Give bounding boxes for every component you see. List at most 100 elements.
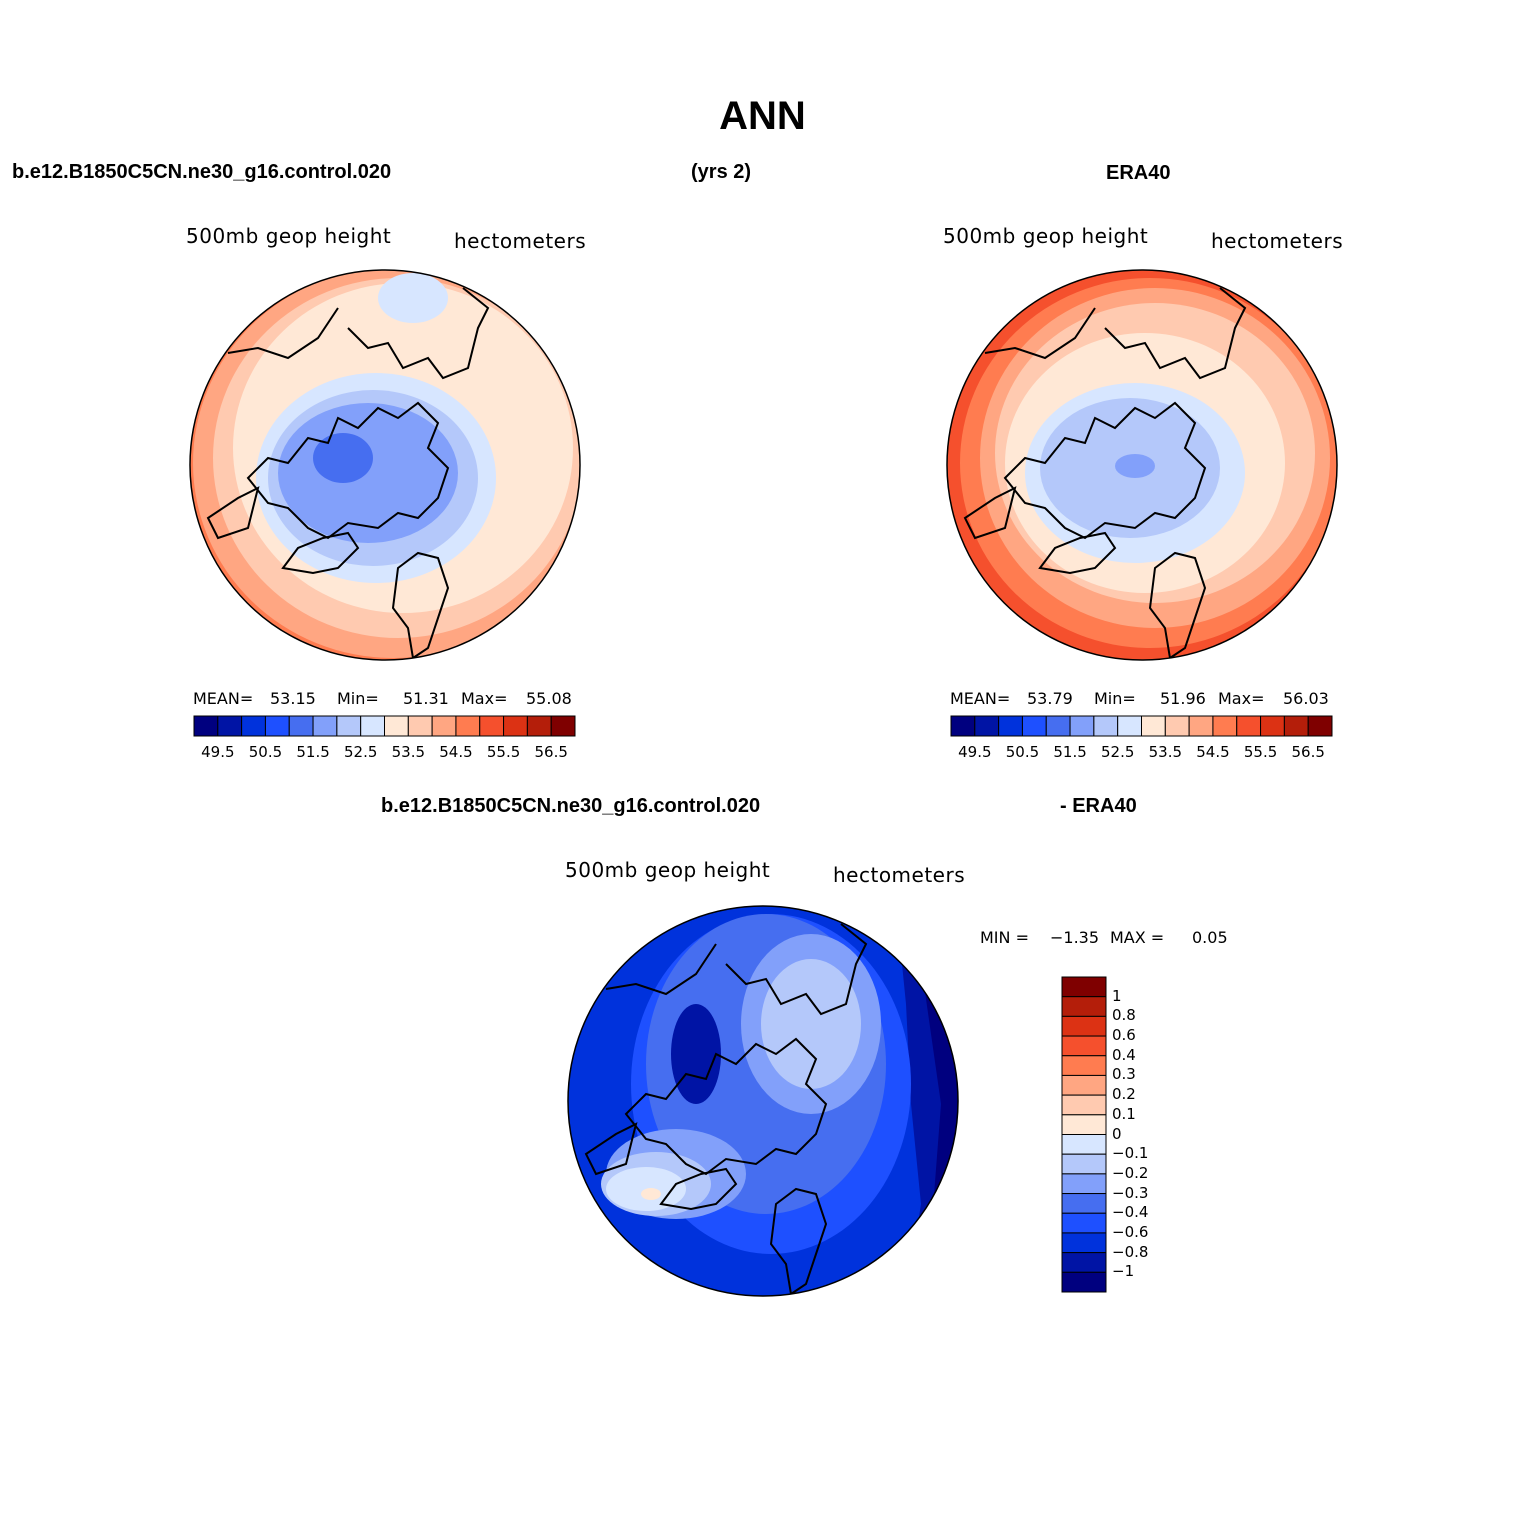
panel2-mean-label: MEAN= — [950, 689, 1011, 708]
diff-variable-label: 500mb geop height — [565, 858, 771, 882]
panel2-min-label: Min= — [1094, 689, 1136, 708]
diff-colorbar-tick-label: −0.1 — [1112, 1144, 1149, 1163]
panel1-mean-label: MEAN= — [193, 689, 254, 708]
diff-colorbar-tick-label: 0.6 — [1112, 1026, 1136, 1045]
colorbar-swatch-13 — [1260, 715, 1285, 737]
diff-colorbar-tick-label: 1 — [1112, 986, 1122, 1005]
diff-max-value: 0.05 — [1192, 928, 1228, 947]
colorbar-tick-label: 53.5 — [1148, 743, 1183, 761]
panel1-max-label: Max= — [461, 689, 508, 708]
panel1-max-value: 55.08 — [526, 689, 572, 708]
panel1-variable-label: 500mb geop height — [186, 224, 392, 248]
colorbar-swatch-8 — [1141, 715, 1166, 737]
colorbar-swatch-1 — [217, 715, 243, 737]
diff-colorbar-tick-label: 0.4 — [1112, 1045, 1136, 1064]
panel1-polar-map — [189, 269, 581, 661]
panel1-units-label: hectometers — [454, 229, 587, 253]
colorbar-swatch-3 — [264, 715, 290, 737]
colorbar-swatch-5 — [312, 715, 338, 737]
colorbar-swatch-9 — [1164, 715, 1190, 737]
colorbar-swatch-11 — [455, 715, 481, 737]
colorbar-swatch-9 — [407, 715, 433, 737]
panel1-min-label: Min= — [337, 689, 379, 708]
panel2-max-label: Max= — [1218, 689, 1265, 708]
diff-colorbar-swatch-4 — [1061, 1055, 1107, 1076]
colorbar-swatch-4 — [1045, 715, 1071, 737]
diff-colorbar-tick-label: −0.6 — [1112, 1222, 1149, 1241]
panel2-mean-value: 53.79 — [1027, 689, 1073, 708]
diff-colorbar-tick-label: −0.3 — [1112, 1183, 1149, 1202]
colorbar-swatch-6 — [336, 715, 362, 737]
diff-colorbar-swatch-6 — [1061, 1094, 1107, 1116]
panel1-mean-value: 53.15 — [270, 689, 316, 708]
diff-model-header: b.e12.B1850C5CN.ne30_g16.control.020 — [381, 795, 761, 817]
colorbar-tick-label: 55.5 — [1243, 743, 1278, 761]
diff-colorbar-swatch-11 — [1061, 1193, 1107, 1214]
colorbar-swatch-5 — [1069, 715, 1095, 737]
model-case-header: b.e12.B1850C5CN.ne30_g16.control.020 — [12, 161, 392, 183]
colorbar-tick-label: 49.5 — [958, 743, 992, 761]
diff-colorbar-tick-label: −0.4 — [1112, 1203, 1149, 1222]
diff-polar-map — [567, 905, 959, 1297]
colorbar-swatch-7 — [360, 715, 385, 737]
colorbar-tick-label: 55.5 — [486, 743, 521, 761]
diff-colorbar-swatch-9 — [1061, 1153, 1107, 1175]
colorbar-swatch-0 — [193, 715, 219, 737]
colorbar-swatch-6 — [1093, 715, 1119, 737]
colorbar-tick-label: 56.5 — [1291, 743, 1325, 761]
colorbar-swatch-14 — [1283, 715, 1309, 737]
diff-colorbar-tick-label: 0.8 — [1112, 1006, 1136, 1025]
colorbar-tick-label: 50.5 — [1005, 743, 1040, 761]
diff-min-value: −1.35 — [1050, 928, 1100, 947]
diff-units-label: hectometers — [833, 863, 966, 887]
colorbar-swatch-2 — [998, 715, 1023, 737]
diff-colorbar-tick-label: −0.2 — [1112, 1163, 1149, 1182]
diff-colorbar-swatch-12 — [1061, 1212, 1107, 1234]
years-header: (yrs 2) — [691, 161, 752, 183]
panel1-colorbar — [193, 715, 576, 737]
colorbar-tick-label: 56.5 — [534, 743, 568, 761]
panel2-units-label: hectometers — [1211, 229, 1344, 253]
diff-colorbar-swatch-15 — [1061, 1271, 1107, 1293]
diff-min-label: MIN = — [980, 928, 1029, 947]
diff-max-label: MAX = — [1110, 928, 1165, 947]
diff-colorbar-tick-label: 0.1 — [1112, 1104, 1136, 1123]
diff-colorbar-tick-label: −0.8 — [1112, 1242, 1149, 1261]
colorbar-tick-label: 52.5 — [1100, 743, 1135, 761]
panel1-min-value: 51.31 — [403, 689, 449, 708]
diff-colorbar-swatch-0 — [1061, 976, 1107, 998]
diff-colorbar-swatch-3 — [1061, 1035, 1107, 1057]
colorbar-swatch-12 — [479, 715, 505, 737]
colorbar-swatch-10 — [1188, 715, 1214, 737]
colorbar-tick-label: 53.5 — [391, 743, 426, 761]
colorbar-swatch-7 — [1117, 715, 1142, 737]
colorbar-swatch-3 — [1021, 715, 1047, 737]
diff-colorbar-swatch-14 — [1061, 1252, 1107, 1273]
colorbar-swatch-8 — [384, 715, 409, 737]
panel2-polar-map — [946, 269, 1338, 661]
panel2-variable-label: 500mb geop height — [943, 224, 1149, 248]
panel2-min-value: 51.96 — [1160, 689, 1206, 708]
diff-colorbar-swatch-2 — [1061, 1015, 1107, 1037]
diff-colorbar-swatch-1 — [1061, 996, 1107, 1017]
colorbar-tick-label: 50.5 — [248, 743, 283, 761]
colorbar-swatch-2 — [241, 715, 266, 737]
panel2-max-value: 56.03 — [1283, 689, 1329, 708]
diff-colorbar-tick-label: −1 — [1112, 1262, 1135, 1281]
colorbar-swatch-4 — [288, 715, 314, 737]
colorbar-swatch-0 — [950, 715, 976, 737]
colorbar-tick-label: 51.5 — [296, 743, 330, 761]
diff-colorbar-swatch-13 — [1061, 1232, 1107, 1254]
colorbar-swatch-14 — [526, 715, 552, 737]
colorbar-swatch-15 — [550, 715, 576, 737]
diff-colorbar-tick-label: 0 — [1112, 1124, 1122, 1143]
panel2-colorbar — [950, 715, 1333, 737]
colorbar-tick-label: 52.5 — [343, 743, 378, 761]
diff-colorbar-tick-label: 0.2 — [1112, 1085, 1136, 1104]
page-title: ANN — [719, 94, 806, 138]
colorbar-swatch-11 — [1212, 715, 1238, 737]
colorbar-swatch-10 — [431, 715, 457, 737]
colorbar-swatch-12 — [1236, 715, 1262, 737]
diff-colorbar — [1061, 976, 1107, 1293]
colorbar-swatch-1 — [974, 715, 1000, 737]
